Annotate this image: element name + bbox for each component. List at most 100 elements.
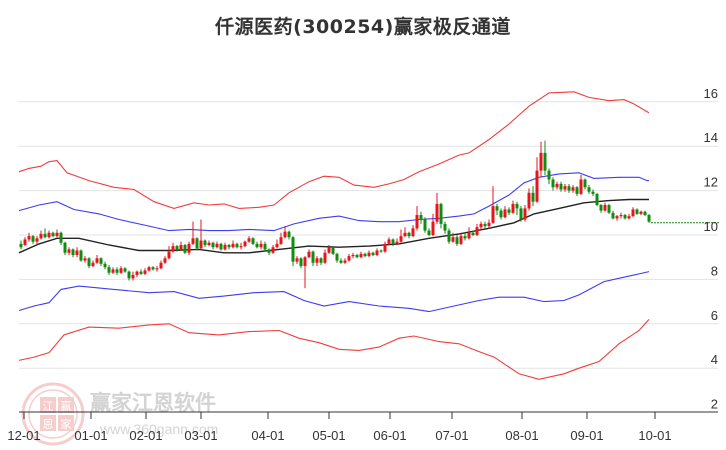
candle <box>531 192 535 202</box>
candle <box>107 267 111 273</box>
candle <box>371 252 375 255</box>
svg-text:家: 家 <box>61 417 72 431</box>
x-tick-label: 06-01 <box>373 428 406 443</box>
y-tick-label: 12 <box>704 175 718 190</box>
candle <box>439 203 443 224</box>
candle <box>491 206 495 223</box>
candle <box>95 258 99 263</box>
y-tick-label: 6 <box>711 308 718 323</box>
candle <box>539 152 543 171</box>
candle <box>387 239 391 244</box>
candle <box>415 215 419 229</box>
candle <box>611 212 615 219</box>
x-tick-label: 01-01 <box>74 428 107 443</box>
y-tick-label: 2 <box>711 397 718 412</box>
candle <box>163 258 167 263</box>
x-tick-label: 10-01 <box>638 428 671 443</box>
candle <box>407 232 411 237</box>
candle <box>503 209 507 218</box>
candle <box>635 209 639 214</box>
candle <box>267 249 271 253</box>
candle <box>459 236 463 244</box>
candle <box>543 152 547 171</box>
candle <box>347 256 351 261</box>
candle <box>27 236 31 240</box>
candle <box>535 170 539 202</box>
candle <box>331 247 335 254</box>
candle <box>563 186 567 190</box>
candle <box>455 237 459 244</box>
candle <box>435 203 439 222</box>
candle <box>471 232 475 235</box>
channel-bands <box>18 91 719 380</box>
x-tick-label: 08-01 <box>505 428 538 443</box>
candle <box>319 258 323 263</box>
candle <box>307 251 311 258</box>
watermark-brand: 赢家江恩软件 <box>90 391 216 415</box>
candle <box>259 243 263 248</box>
candle <box>147 267 151 271</box>
candle <box>263 243 267 250</box>
candle <box>179 244 183 250</box>
candle <box>135 271 139 275</box>
candle <box>355 254 359 258</box>
candle <box>271 247 275 253</box>
candle <box>567 186 571 191</box>
candle <box>215 243 219 248</box>
candle <box>175 246 179 250</box>
candle <box>403 232 407 237</box>
candle <box>123 268 127 272</box>
x-tick-label: 02-01 <box>129 428 162 443</box>
candle <box>239 246 243 248</box>
candle <box>587 187 591 192</box>
candle <box>555 183 559 188</box>
candle <box>423 219 427 231</box>
candle <box>627 216 631 219</box>
candle <box>247 238 251 242</box>
svg-text:赢: 赢 <box>61 399 72 413</box>
candle <box>383 243 387 252</box>
candle <box>211 242 215 248</box>
x-tick-label: 05-01 <box>312 428 345 443</box>
y-axis-labels: 2 4 6 8 10 12 14 16 <box>704 86 718 412</box>
candle <box>243 241 247 247</box>
candle <box>139 271 143 274</box>
candle <box>119 268 123 273</box>
candle <box>275 243 279 248</box>
candle <box>23 239 27 245</box>
candle <box>159 262 163 269</box>
candle <box>515 203 519 209</box>
candle <box>495 206 499 211</box>
candle <box>103 263 107 268</box>
gridlines <box>19 101 718 369</box>
candle <box>523 208 527 220</box>
candle <box>47 232 51 238</box>
candle <box>579 179 583 194</box>
candle <box>631 209 635 217</box>
candle <box>487 222 491 227</box>
candle <box>35 238 39 242</box>
candle <box>615 216 619 219</box>
candle <box>171 246 175 252</box>
candle <box>187 243 191 253</box>
x-tick-label: 12-01 <box>7 428 40 443</box>
candle <box>499 210 503 218</box>
candle <box>511 203 515 213</box>
candle <box>287 231 291 238</box>
y-tick-label: 10 <box>704 219 718 234</box>
candle <box>115 269 119 273</box>
candle <box>83 258 87 261</box>
candle <box>39 233 43 239</box>
y-tick-label: 16 <box>704 86 718 101</box>
candle <box>71 249 75 255</box>
x-tick-label: 03-01 <box>184 428 217 443</box>
candle <box>63 242 67 253</box>
candle <box>547 170 551 180</box>
candle <box>79 250 83 261</box>
candle <box>55 232 59 237</box>
candle <box>251 238 255 244</box>
candle <box>279 237 283 244</box>
watermark-url: www.360gann.com <box>99 421 218 437</box>
watermark: 江 赢 恩 家 赢家江恩软件 www.360gann.com <box>21 382 218 446</box>
candle <box>335 253 339 261</box>
